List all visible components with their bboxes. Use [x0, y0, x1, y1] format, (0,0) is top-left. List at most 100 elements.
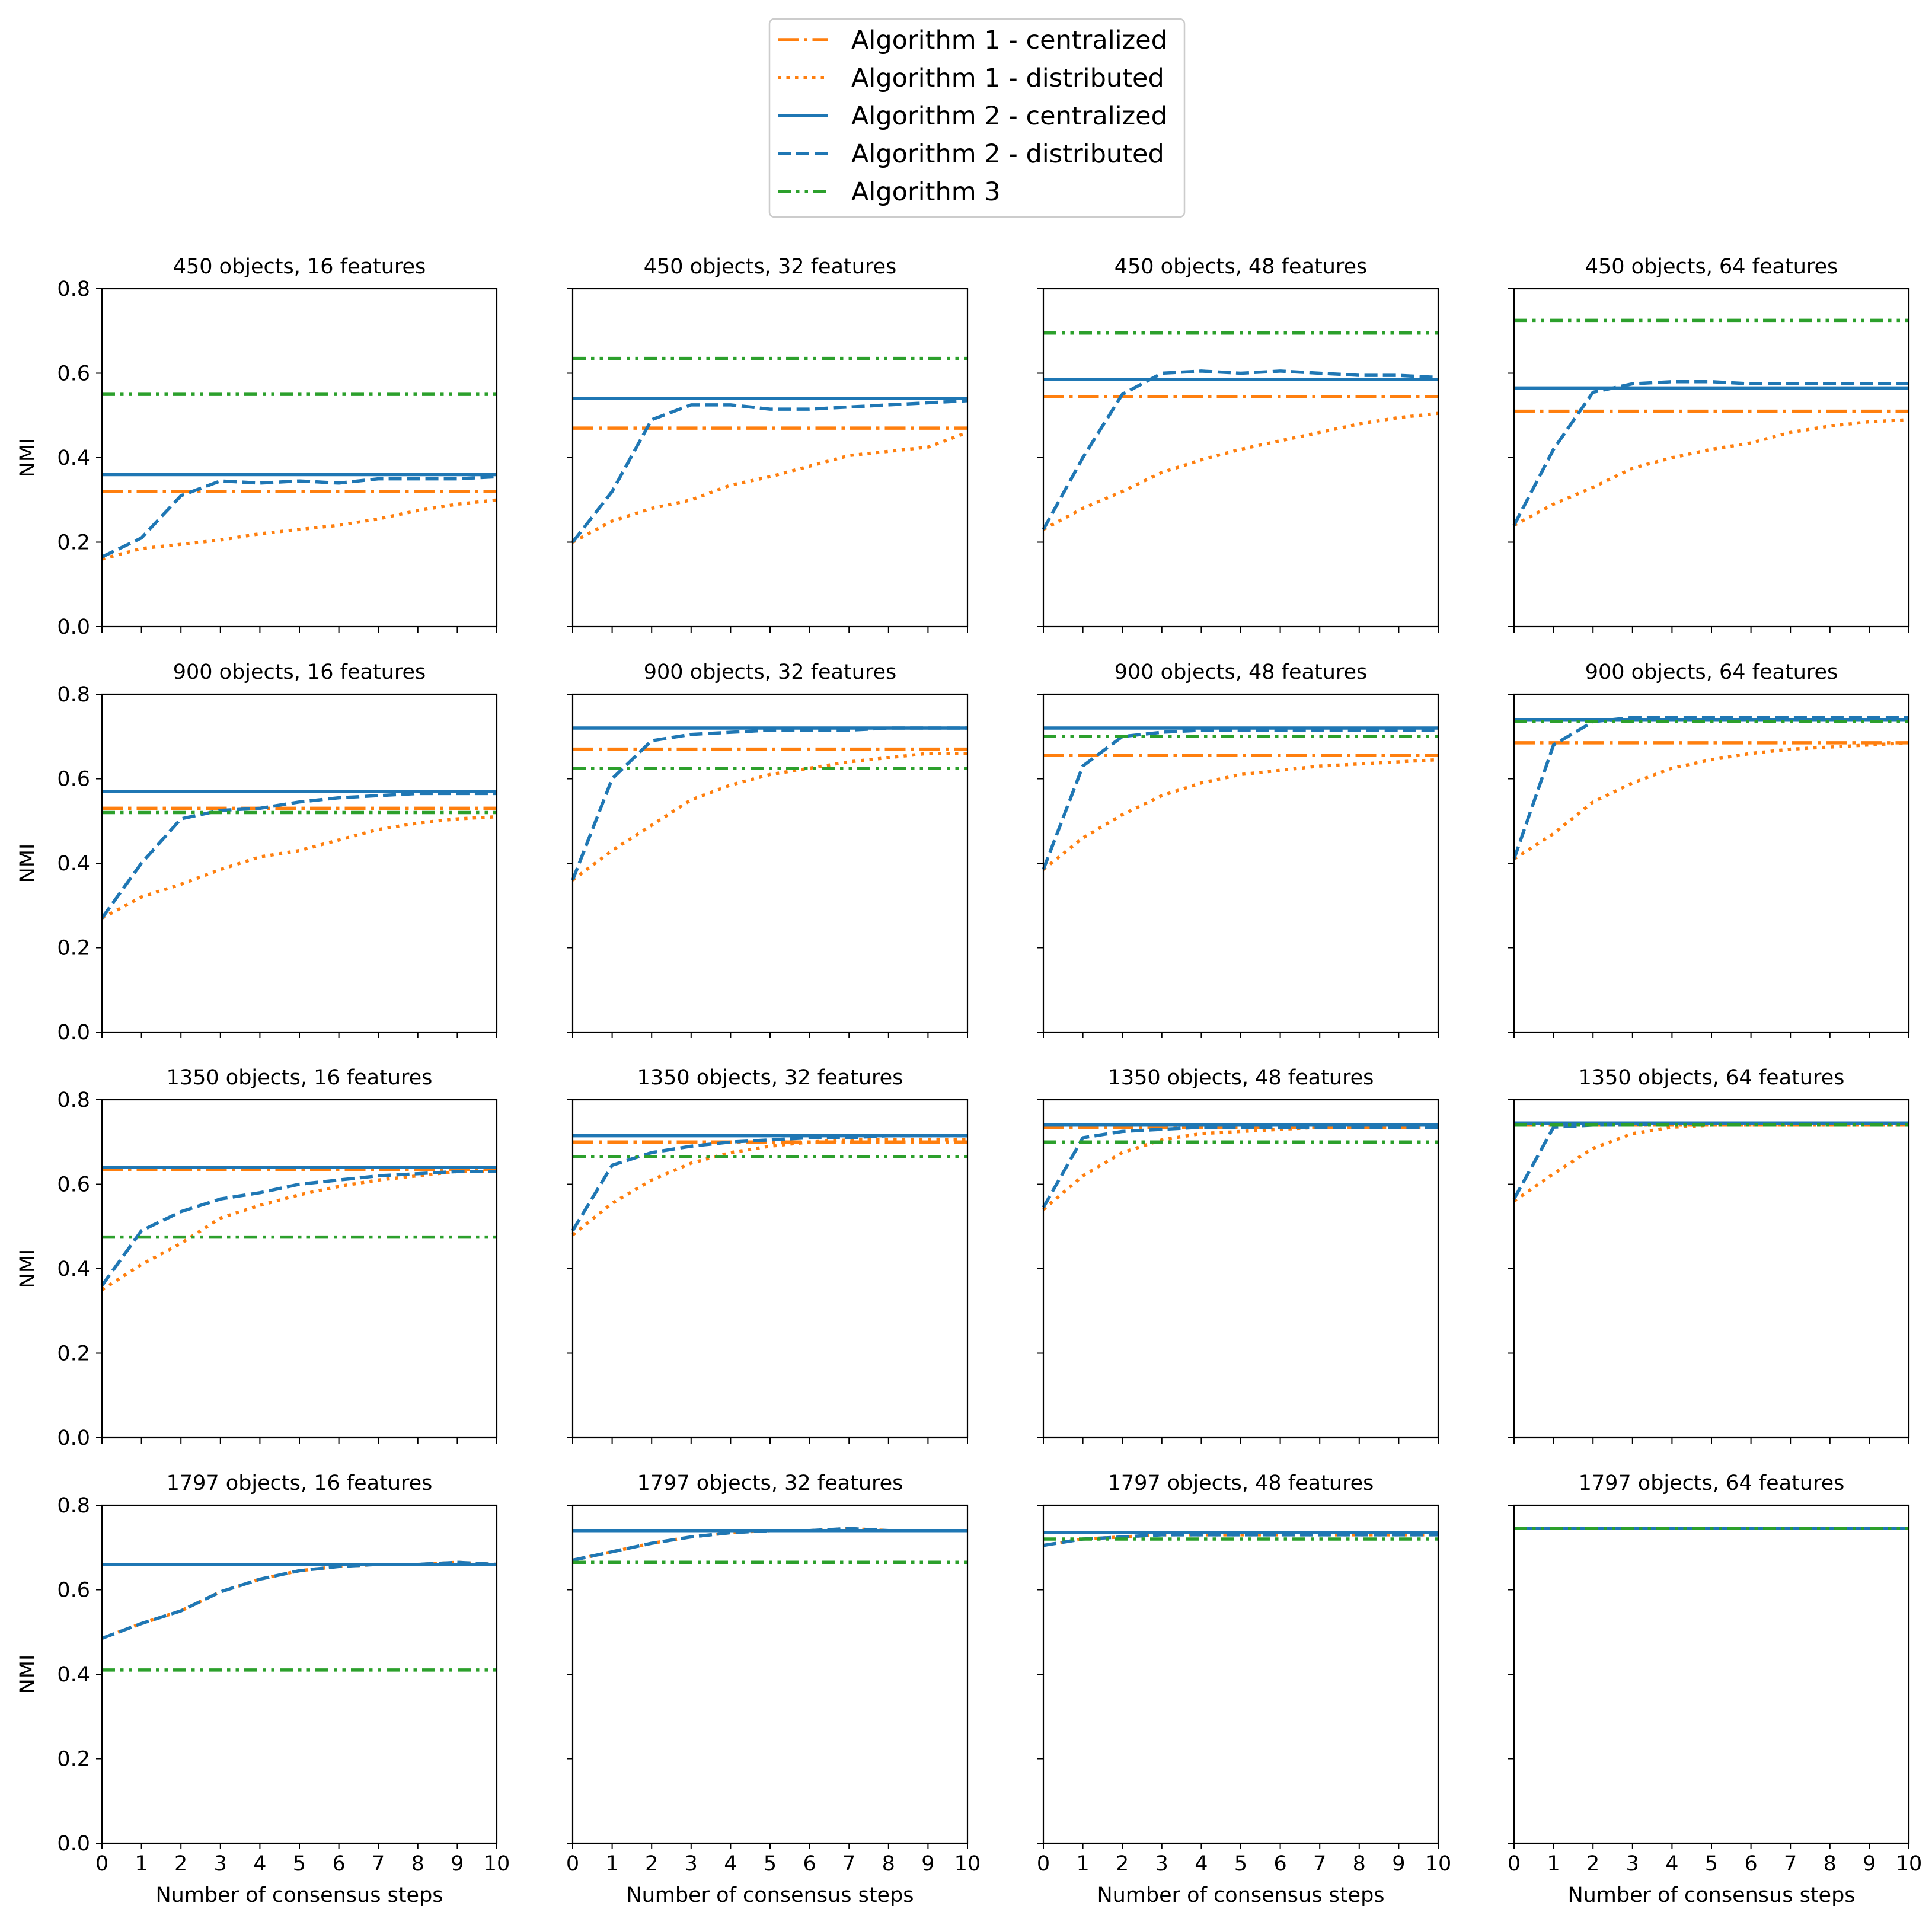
x-tick-label: 4 [724, 1852, 737, 1876]
x-tick-label: 6 [1744, 1852, 1757, 1876]
plot-frame [101, 693, 498, 1033]
x-axis-label: Number of consensus steps [1567, 1884, 1855, 1907]
series-line [100, 1170, 497, 1287]
series-line [1042, 1125, 1438, 1209]
subplot: 1350 objects, 32 features [567, 1066, 969, 1444]
y-tick-label: 0.2 [57, 531, 90, 555]
plot-frame [571, 693, 969, 1033]
subplot: 1797 objects, 64 features 0 1 2 3 4 5 6 7 8 9 10 Num… [1508, 1471, 1922, 1907]
series-line [101, 1560, 497, 1640]
series-line [1042, 758, 1439, 871]
series-line [1042, 411, 1439, 531]
y-tick-label: 0.8 [57, 1494, 90, 1518]
subplot-title: 1797 objects, 32 features [637, 1471, 903, 1495]
legend-label: Algorithm 2 - centralized [851, 101, 1167, 131]
y-tick-label: 0.8 [57, 277, 90, 301]
series-line [1512, 1121, 1909, 1200]
x-axis-label: Number of consensus steps [626, 1884, 914, 1907]
x-tick-label: 4 [1665, 1852, 1678, 1876]
x-tick-label: 3 [685, 1852, 698, 1876]
series-line [101, 815, 497, 920]
series-line [1042, 728, 1438, 870]
x-tick-label: 7 [842, 1852, 855, 1876]
x-tick-label: 8 [1824, 1852, 1837, 1876]
subplot-title: 1350 objects, 16 features [167, 1066, 433, 1090]
subplot-title: 450 objects, 16 features [173, 255, 426, 279]
series-line [571, 430, 968, 544]
plot-frame [1513, 1099, 1910, 1439]
legend-label: Algorithm 3 [851, 177, 1001, 207]
plot-frame [1042, 1504, 1439, 1844]
x-tick-label: 1 [135, 1852, 148, 1876]
x-tick-label: 0 [1037, 1852, 1050, 1876]
y-tick-label: 0.6 [57, 1173, 90, 1197]
y-tick-label: 0.4 [57, 1257, 90, 1281]
x-tick-label: 8 [411, 1852, 424, 1876]
x-tick-label: 5 [764, 1852, 777, 1876]
subplot: 1350 objects, 48 features [1037, 1066, 1439, 1444]
x-tick-label: 6 [332, 1852, 345, 1876]
subplot: 450 objects, 16 features 0.0 0.2 0.4 0.6 0.8 N… [16, 255, 498, 639]
y-tick-label: 0.6 [57, 1579, 90, 1602]
subplot: 1350 objects, 16 features 0.0 0.2 0.4 0.6 0.8… [16, 1066, 498, 1450]
subplot: 1797 objects, 48 features 0 1 2 3 4 5 6 7 8 9 10 Num… [1037, 1471, 1451, 1907]
series-line [1042, 1125, 1438, 1211]
x-tick-label: 0 [95, 1852, 108, 1876]
subplot-title: 900 objects, 16 features [173, 660, 426, 684]
series-line [572, 1527, 967, 1562]
legend-label: Algorithm 1 - distributed [851, 63, 1164, 93]
x-tick-label: 4 [1195, 1852, 1208, 1876]
y-axis-label: NMI [16, 1249, 40, 1289]
subplot-title: 900 objects, 64 features [1585, 660, 1838, 684]
subplot-title: 1797 objects, 48 features [1108, 1471, 1374, 1495]
plot-frame [1042, 1099, 1439, 1439]
subplot-title: 1350 objects, 64 features [1579, 1066, 1845, 1090]
plot-frame [1513, 288, 1910, 628]
series-line [571, 752, 967, 882]
plot-frame [1042, 288, 1439, 628]
x-tick-label: 10 [484, 1852, 510, 1876]
series-line [101, 1170, 497, 1291]
x-tick-label: 2 [1586, 1852, 1599, 1876]
legend-frame [768, 18, 1186, 218]
subplot-title: 1350 objects, 32 features [637, 1066, 903, 1090]
series-line [1042, 369, 1439, 531]
x-tick-label: 8 [1353, 1852, 1366, 1876]
y-axis-label: NMI [16, 844, 40, 883]
subplot: 450 objects, 32 features [567, 255, 969, 633]
series-line [1512, 380, 1909, 526]
y-tick-label: 0.6 [57, 768, 90, 791]
subplot-title: 450 objects, 48 features [1115, 255, 1368, 279]
x-tick-label: 7 [372, 1852, 385, 1876]
x-tick-label: 1 [605, 1852, 618, 1876]
series-line [1513, 418, 1909, 527]
series-line [1513, 1123, 1909, 1203]
y-tick-label: 0.8 [57, 683, 90, 707]
y-tick-label: 0.2 [57, 937, 90, 960]
x-axis-label: Number of consensus steps [1097, 1884, 1384, 1907]
subplot: 1797 objects, 16 features 0 1 2 3 4 5 6 7 8 9 10 0.0… [16, 1471, 510, 1907]
series-line [101, 475, 497, 558]
legend-label: Algorithm 2 - distributed [851, 139, 1164, 169]
subplot-title: 1797 objects, 64 features [1579, 1471, 1845, 1495]
x-tick-label: 6 [803, 1852, 816, 1876]
subplot: 900 objects, 16 features 0.0 0.2 0.4 0.6 0.8 N… [16, 660, 498, 1045]
y-tick-label: 0.0 [57, 1832, 90, 1856]
x-tick-label: 6 [1273, 1852, 1286, 1876]
y-tick-label: 0.0 [57, 1426, 90, 1450]
subplot: 450 objects, 48 features [1037, 255, 1439, 633]
x-tick-label: 4 [253, 1852, 266, 1876]
x-tick-label: 9 [1863, 1852, 1876, 1876]
subplot-title: 450 objects, 64 features [1585, 255, 1838, 279]
subplot-title: 900 objects, 32 features [644, 660, 897, 684]
x-tick-label: 5 [1234, 1852, 1247, 1876]
x-tick-label: 1 [1547, 1852, 1560, 1876]
series-line [1513, 741, 1909, 861]
y-tick-label: 0.6 [57, 362, 90, 386]
x-tick-label: 0 [566, 1852, 579, 1876]
plot-frame [571, 1099, 969, 1439]
y-tick-label: 0.4 [57, 1663, 90, 1687]
x-tick-label: 3 [1155, 1852, 1168, 1876]
x-tick-label: 7 [1784, 1852, 1797, 1876]
x-axis-label: Number of consensus steps [155, 1884, 443, 1907]
